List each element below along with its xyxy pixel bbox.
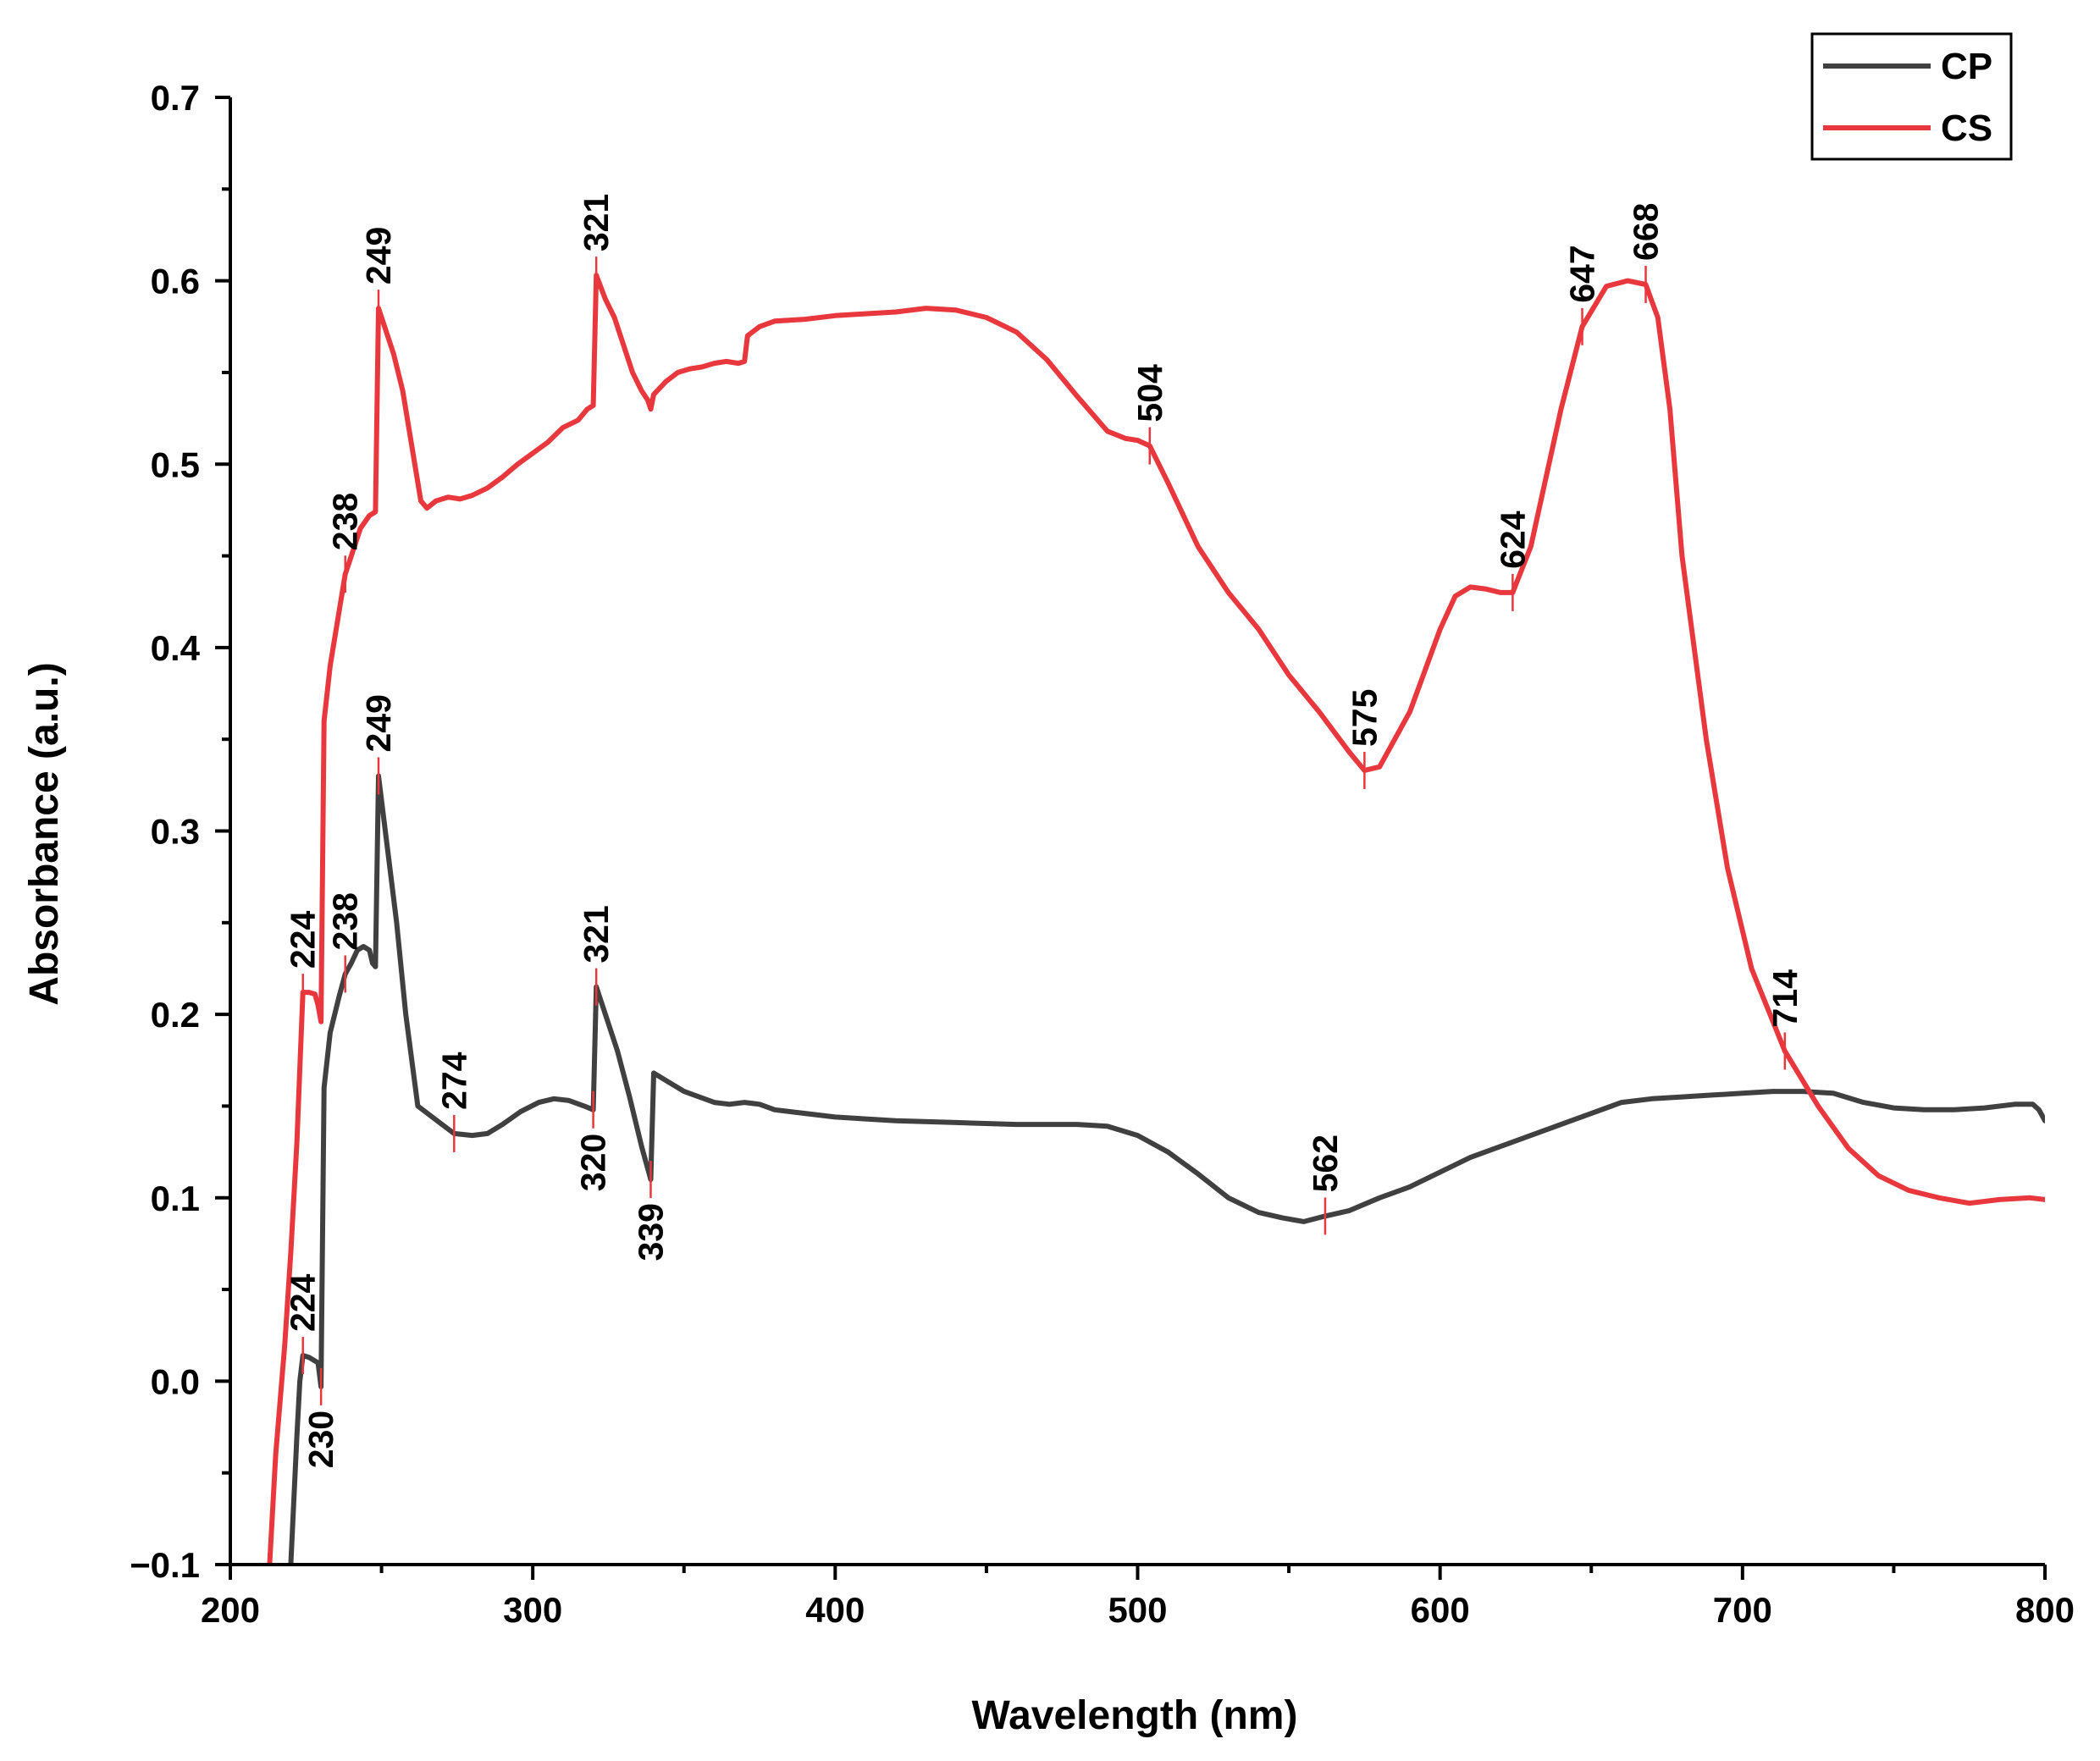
peak-marker-cs-224: 224 — [284, 911, 323, 1012]
x-tick-label: 800 — [2015, 1590, 2075, 1630]
x-tick-label: 600 — [1411, 1590, 1470, 1630]
peak-marker-cp-321: 321 — [577, 905, 616, 1006]
x-tick-label: 400 — [805, 1590, 865, 1630]
x-axis-title: Wavelength (nm) — [972, 1693, 1298, 1738]
peak-marker-cp-224: 224 — [284, 1273, 323, 1375]
y-tick-label: 0.3 — [151, 812, 200, 852]
peak-marker-cs-647: 647 — [1563, 245, 1602, 345]
y-tick-label: 0.1 — [151, 1179, 200, 1218]
legend: CP CS — [1810, 32, 2013, 161]
legend-label-cp: CP — [1941, 46, 1992, 87]
peak-label: 249 — [359, 227, 398, 284]
peak-label: 575 — [1345, 689, 1384, 747]
peak-marker-cs-575: 575 — [1345, 689, 1384, 790]
x-tick-label: 700 — [1713, 1590, 1772, 1630]
peak-marker-cp-339: 339 — [631, 1161, 670, 1261]
y-tick-label: 0.7 — [151, 78, 200, 118]
peak-marker-cs-321: 321 — [577, 194, 616, 295]
peak-marker-cp-274: 274 — [434, 1052, 473, 1152]
peak-label: 224 — [284, 911, 323, 969]
legend-label-cs: CS — [1941, 108, 1992, 149]
peak-label: 274 — [434, 1052, 473, 1110]
y-tick-label: 0.6 — [151, 262, 200, 301]
x-tick-label: 300 — [503, 1590, 562, 1630]
peak-marker-cp-238: 238 — [326, 892, 365, 993]
legend-box — [1810, 32, 2013, 161]
y-tick-label: 0.0 — [151, 1361, 200, 1401]
peak-label: 224 — [284, 1273, 323, 1332]
peak-label: 504 — [1130, 364, 1169, 422]
peak-marker-cp-230: 230 — [301, 1367, 340, 1468]
peak-marker-cp-562: 562 — [1306, 1134, 1345, 1235]
peak-label: 321 — [577, 194, 616, 251]
peak-marker-cs-504: 504 — [1130, 364, 1169, 465]
axes: 200 300 400 500 600 700 800 −0.1 0.0 0.1 0.2 0.3 0.4… — [130, 78, 2075, 1630]
peak-marker-cs-238: 238 — [326, 493, 365, 593]
peak-label: 321 — [577, 905, 616, 963]
y-tick-label: 0.4 — [151, 628, 201, 668]
peak-label: 339 — [631, 1203, 670, 1261]
peak-marker-cp-320: 320 — [574, 1090, 613, 1191]
series-line-cs — [267, 273, 2045, 1565]
peak-label: 238 — [326, 892, 365, 950]
peak-label: 238 — [326, 493, 365, 550]
x-tick-label: 200 — [201, 1590, 260, 1630]
peak-marker-cs-624: 624 — [1493, 511, 1532, 611]
y-tick-label: 0.2 — [151, 995, 200, 1035]
y-axis-title: Absorbance (a.u.) — [22, 662, 67, 1005]
peak-label: 647 — [1563, 245, 1602, 302]
peak-label: 624 — [1493, 511, 1532, 569]
peak-marker-cs-249: 249 — [359, 227, 398, 328]
peak-label: 320 — [574, 1134, 613, 1191]
peak-label: 668 — [1627, 203, 1666, 261]
y-tick-label: 0.5 — [151, 444, 200, 484]
plot-area — [267, 273, 2045, 1565]
peak-label: 249 — [359, 694, 398, 752]
peak-label: 562 — [1306, 1134, 1345, 1192]
peak-annotations: 2242302382492743203213395622242382493215… — [284, 194, 1804, 1469]
peak-marker-cs-668: 668 — [1627, 203, 1666, 303]
peak-marker-cp-249: 249 — [359, 694, 398, 795]
peak-label: 714 — [1766, 969, 1804, 1028]
x-tick-label: 500 — [1108, 1590, 1167, 1630]
series-line-cp — [288, 773, 2045, 1565]
y-tick-label: −0.1 — [130, 1545, 200, 1585]
peak-label: 230 — [301, 1410, 340, 1468]
peak-marker-cs-714: 714 — [1766, 969, 1804, 1070]
